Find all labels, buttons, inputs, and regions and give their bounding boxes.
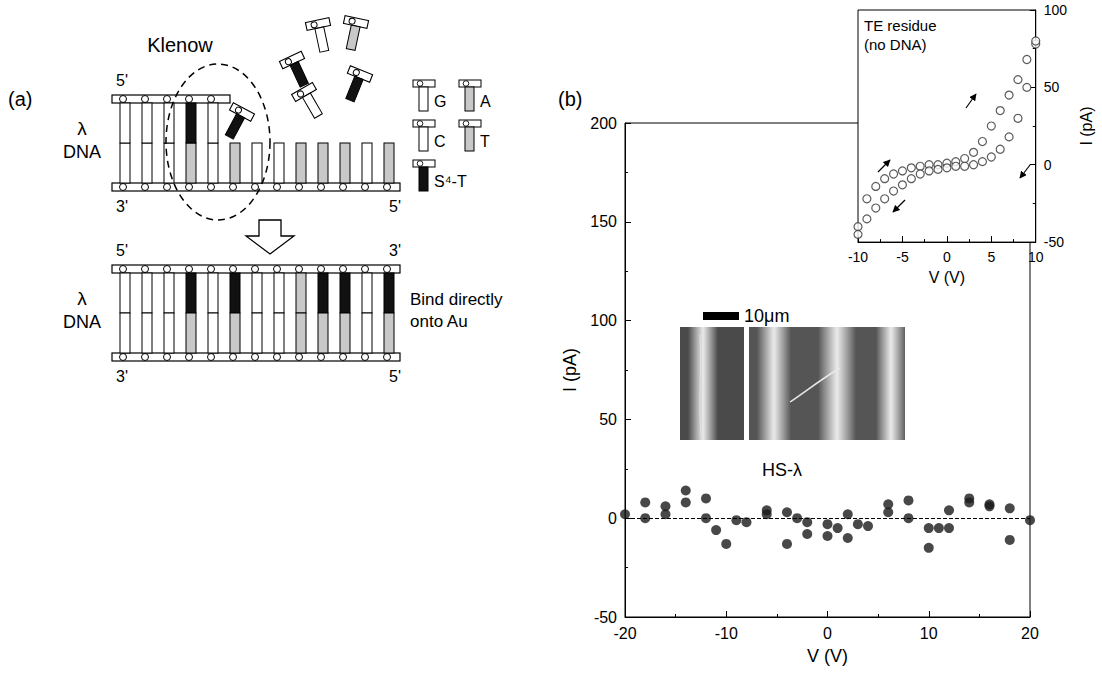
- svg-text:150: 150: [590, 213, 617, 230]
- svg-text:A: A: [480, 93, 491, 110]
- svg-text:0: 0: [1044, 157, 1052, 173]
- svg-text:0: 0: [823, 625, 832, 642]
- svg-text:5': 5': [116, 72, 128, 89]
- svg-text:-20: -20: [613, 625, 636, 642]
- svg-text:(b): (b): [558, 88, 582, 110]
- svg-text:3': 3': [389, 242, 401, 259]
- svg-text:100: 100: [590, 312, 617, 329]
- svg-text:100: 100: [1044, 2, 1068, 18]
- svg-text:200: 200: [590, 115, 617, 132]
- svg-text:(no DNA): (no DNA): [864, 36, 927, 53]
- svg-text:-50: -50: [594, 609, 617, 626]
- svg-text:-10: -10: [848, 249, 868, 265]
- svg-text:5: 5: [987, 249, 995, 265]
- svg-text:0: 0: [943, 249, 951, 265]
- svg-text:-50: -50: [1044, 234, 1064, 250]
- svg-text:C: C: [434, 133, 446, 150]
- svg-text:T: T: [480, 133, 490, 150]
- svg-text:HS-λ: HS-λ: [762, 460, 802, 480]
- svg-text:λ: λ: [77, 118, 87, 139]
- svg-text:I (pA): I (pA): [560, 348, 580, 392]
- svg-text:DNA: DNA: [63, 312, 101, 332]
- svg-text:50: 50: [599, 411, 617, 428]
- svg-text:-5: -5: [896, 249, 909, 265]
- svg-text:Bind directly: Bind directly: [410, 290, 503, 309]
- svg-text:3': 3': [116, 198, 128, 215]
- svg-text:DNA: DNA: [63, 142, 101, 162]
- svg-text:5': 5': [389, 368, 401, 385]
- svg-text:G: G: [434, 93, 446, 110]
- svg-text:λ: λ: [77, 288, 87, 309]
- svg-text:V (V): V (V): [929, 269, 965, 286]
- svg-text:V (V): V (V): [807, 646, 848, 666]
- svg-text:20: 20: [1021, 625, 1039, 642]
- svg-text:5': 5': [116, 242, 128, 259]
- svg-text:0: 0: [608, 510, 617, 527]
- svg-text:50: 50: [1044, 79, 1060, 95]
- svg-text:10: 10: [920, 625, 938, 642]
- svg-text:TE residue: TE residue: [864, 17, 937, 34]
- svg-text:(a): (a): [8, 88, 32, 110]
- svg-text:3': 3': [116, 368, 128, 385]
- svg-text:5': 5': [389, 198, 401, 215]
- svg-text:Klenow: Klenow: [147, 34, 213, 56]
- svg-text:10: 10: [1028, 249, 1044, 265]
- svg-text:10μm: 10μm: [744, 306, 789, 326]
- svg-text:I (pA): I (pA): [1078, 106, 1095, 145]
- svg-text:S⁴-T: S⁴-T: [434, 173, 467, 190]
- svg-text:onto Au: onto Au: [410, 312, 468, 331]
- svg-text:-10: -10: [715, 625, 738, 642]
